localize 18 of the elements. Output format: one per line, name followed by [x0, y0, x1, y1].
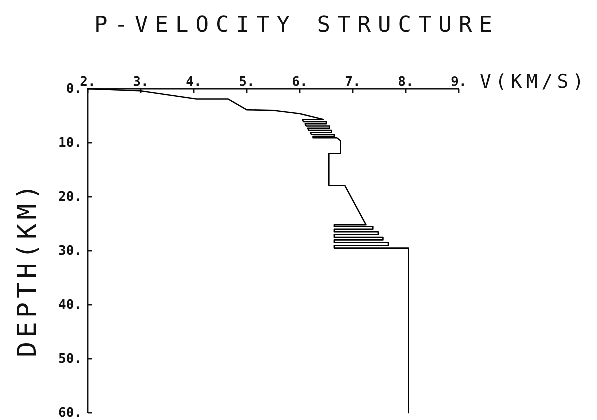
x-tick-label: 4. [186, 75, 202, 90]
y-tick-label: 30. [58, 244, 82, 260]
y-tick-label: 20. [58, 190, 82, 206]
y-axis-title: DEPTH(KM) [13, 180, 43, 358]
y-tick-label: 40. [58, 298, 82, 314]
x-tick-label: 6. [292, 75, 308, 90]
x-tick-label: 2. [80, 75, 96, 90]
x-axis-title: V(KM/S) [480, 71, 588, 93]
x-tick-label: 7. [345, 75, 361, 90]
y-tick-label: 0. [66, 82, 82, 98]
y-tick-label: 10. [58, 136, 82, 152]
x-tick-label: 9. [451, 75, 467, 90]
x-tick-label: 8. [398, 75, 414, 90]
x-tick-label: 3. [133, 75, 149, 90]
y-tick-label: 50. [58, 352, 82, 368]
y-tick-label: 60. [58, 406, 82, 420]
x-tick-label: 5. [239, 75, 255, 90]
chart-title: P-VELOCITY STRUCTURE [94, 13, 500, 38]
